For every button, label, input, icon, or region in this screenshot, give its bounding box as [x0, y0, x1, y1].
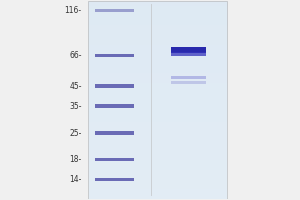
Bar — [95, 9, 134, 12]
Bar — [95, 178, 134, 181]
Text: 25-: 25- — [69, 129, 82, 138]
Bar — [95, 84, 134, 88]
Bar — [171, 47, 206, 53]
Bar — [171, 76, 206, 79]
Text: 66-: 66- — [69, 51, 82, 60]
Text: 14-: 14- — [69, 175, 82, 184]
Bar — [95, 158, 134, 161]
Bar — [95, 104, 134, 108]
Bar — [88, 1, 227, 199]
Bar — [95, 131, 134, 135]
Bar — [171, 81, 206, 84]
Bar — [171, 52, 206, 56]
Text: 45-: 45- — [69, 82, 82, 91]
Text: 35-: 35- — [69, 102, 82, 111]
Text: 18-: 18- — [69, 155, 82, 164]
Bar — [95, 54, 134, 57]
Text: 116-: 116- — [64, 6, 82, 15]
